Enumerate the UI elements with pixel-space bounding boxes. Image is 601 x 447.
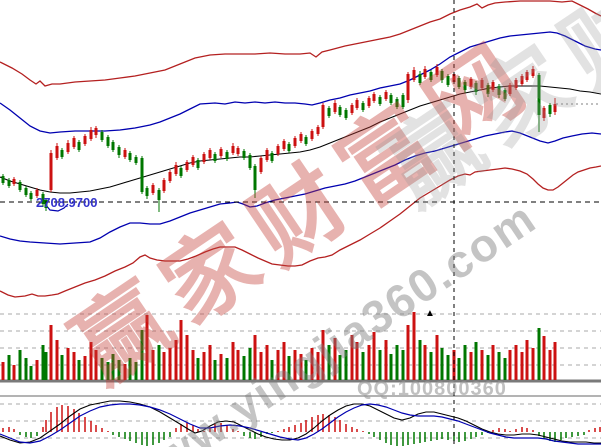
grid-lines — [0, 313, 601, 439]
candlesticks — [1, 64, 557, 212]
channel-band-lines — [0, 0, 601, 298]
volume-bars — [1, 312, 557, 380]
up-triangle-marker: ▲ — [425, 308, 435, 319]
macd-indicator — [0, 400, 601, 446]
